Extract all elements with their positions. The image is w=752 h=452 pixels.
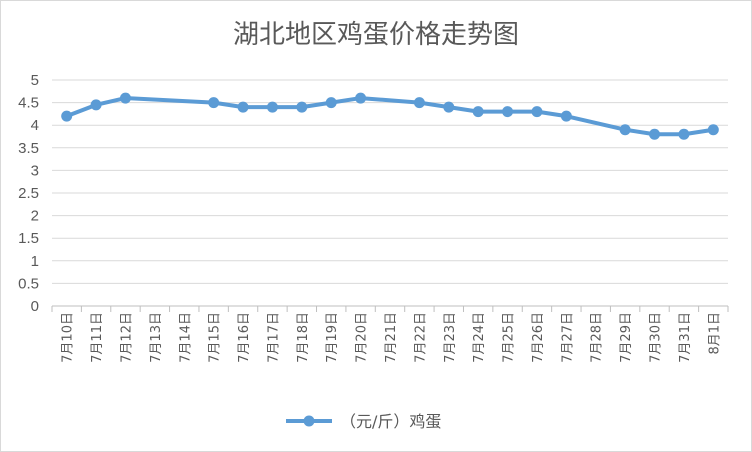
data-point — [325, 97, 337, 109]
data-point — [355, 92, 367, 104]
data-point — [560, 110, 572, 122]
data-point — [413, 97, 425, 109]
x-tick-label: 7月13日 — [149, 312, 164, 363]
x-tick-label: 7月15日 — [208, 312, 223, 363]
grid-lines — [52, 79, 728, 284]
data-point — [266, 101, 278, 113]
legend-label: （元/斤）鸡蛋 — [340, 412, 441, 431]
y-tick-label: 5 — [31, 72, 39, 89]
x-tick-label: 7月18日 — [296, 312, 311, 363]
x-tick-label: 7月17日 — [266, 312, 281, 363]
x-tick-label: 7月19日 — [325, 312, 340, 363]
data-point — [707, 124, 719, 136]
x-tick-label: 7月25日 — [502, 312, 517, 363]
y-tick-label: 4.5 — [18, 95, 39, 112]
data-point — [119, 92, 131, 104]
x-tick-label: 7月11日 — [90, 312, 105, 363]
y-tick-label: 2.5 — [18, 185, 39, 202]
y-tick-label: 1.5 — [18, 230, 39, 247]
y-tick-label: 0.5 — [18, 275, 39, 292]
x-tick-label: 7月30日 — [649, 312, 664, 363]
y-tick-label: 0 — [31, 298, 39, 315]
chart-title: 湖北地区鸡蛋价格走势图 — [232, 20, 519, 50]
x-tick-label: 7月31日 — [678, 312, 693, 363]
data-point — [531, 106, 543, 118]
data-point — [619, 124, 631, 136]
x-tick-label: 7月22日 — [413, 312, 428, 363]
y-axis-ticks: 0 0.5 1 1.5 2 2.5 3 3.5 4 4.5 5 — [18, 72, 39, 315]
x-axis — [51, 305, 729, 312]
x-tick-label: 7月26日 — [531, 312, 546, 363]
x-tick-label: 7月14日 — [178, 312, 193, 363]
x-axis-ticks: 7月10日 7月11日 7月12日 7月13日 7月14日 7月15日 7月16日 7月17日… — [61, 312, 723, 363]
data-point — [208, 97, 220, 109]
x-tick-label: 7月29日 — [619, 312, 634, 363]
data-point — [90, 99, 102, 111]
data-point — [237, 101, 249, 113]
series-line — [61, 92, 719, 140]
x-tick-label: 8月1日 — [707, 312, 722, 355]
series-polyline — [64, 96, 716, 137]
y-tick-label: 4 — [31, 117, 39, 134]
x-tick-label: 7月27日 — [560, 312, 575, 363]
y-tick-label: 3.5 — [18, 140, 39, 157]
data-point — [443, 101, 455, 113]
data-point — [472, 106, 484, 118]
x-tick-label: 7月24日 — [472, 312, 487, 363]
x-tick-label: 7月12日 — [119, 312, 134, 363]
x-tick-label: 7月20日 — [355, 312, 370, 363]
data-point — [296, 101, 308, 113]
data-point — [649, 128, 661, 140]
data-point — [61, 110, 73, 122]
y-tick-label: 3 — [31, 162, 39, 179]
legend-point-marker — [303, 415, 315, 427]
x-tick-label: 7月16日 — [237, 312, 252, 363]
x-tick-label: 7月21日 — [384, 312, 399, 363]
data-point — [678, 128, 690, 140]
y-tick-label: 2 — [31, 208, 39, 225]
legend: （元/斤）鸡蛋 — [286, 412, 441, 431]
data-point — [502, 106, 514, 118]
y-tick-label: 1 — [31, 253, 39, 270]
x-tick-label: 7月23日 — [443, 312, 458, 363]
x-tick-label: 7月28日 — [590, 312, 605, 363]
x-tick-label: 7月10日 — [61, 312, 76, 363]
